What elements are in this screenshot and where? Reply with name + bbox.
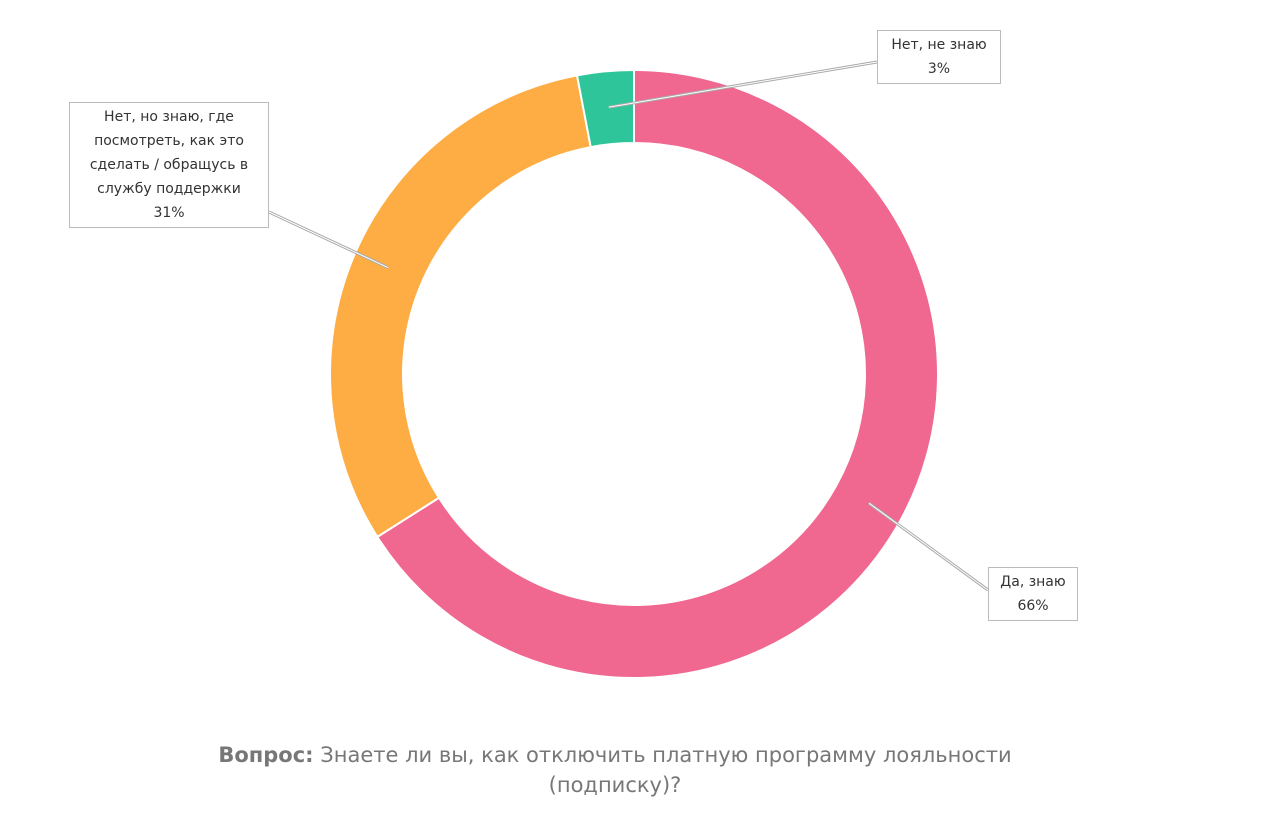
label-category: Нет, не знаю [891,37,987,53]
label-value: 3% [927,61,951,77]
data-label-box: Нет, не знаю 3% [877,30,1001,84]
caption-text: Знаете ли вы, как отключить платную прог… [320,743,1012,797]
data-label-box: Нет, но знаю, где посмотреть, как это сд… [69,102,269,228]
leader-line-inner [268,211,389,269]
donut-slice [329,74,592,539]
caption: Вопрос: Знаете ли вы, как отключить плат… [190,740,1040,800]
label-category: Да, знаю [1000,574,1066,590]
data-label-box: Да, знаю 66% [988,567,1078,621]
caption-label: Вопрос: [218,743,314,767]
donut-slice [375,68,939,679]
label-value: 31% [153,205,185,221]
donut-slice [575,68,635,149]
label-category: Нет, но знаю, где посмотреть, как это сд… [89,109,249,197]
label-value: 66% [1017,598,1049,614]
leader-line-inner [608,61,878,108]
leader-line-inner [868,502,989,591]
